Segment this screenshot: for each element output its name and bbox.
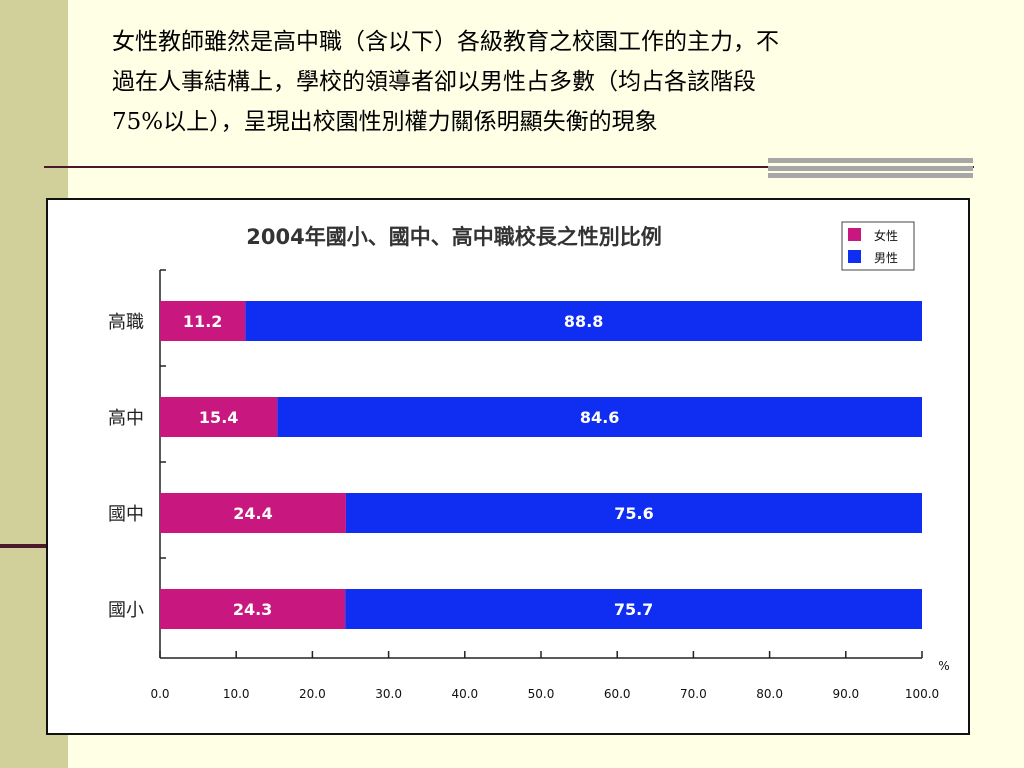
- bar-male-1: [277, 397, 922, 437]
- x-tick-label: 20.0: [299, 687, 326, 701]
- data-label: 84.6: [580, 408, 619, 427]
- chart-title: 2004年國小、國中、高中職校長之性別比例: [246, 225, 661, 249]
- bar-female-1: [160, 397, 278, 437]
- data-label: 11.2: [183, 312, 222, 331]
- chart-frame: 2004年國小、國中、高中職校長之性別比例 女性男性 0.0 10.0 20.0 30…: [46, 198, 970, 735]
- data-label: 24.3: [233, 600, 272, 619]
- x-tick-label: 70.0: [680, 687, 707, 701]
- legend-swatch: [848, 228, 861, 241]
- bar-female-3: [160, 589, 346, 629]
- x-tick-label: 50.0: [528, 687, 555, 701]
- data-label: 15.4: [199, 408, 238, 427]
- title-divider-accent: [768, 158, 973, 178]
- bar-female-0: [160, 301, 246, 341]
- sidebar-accent-mark: [0, 544, 46, 548]
- title-divider: [44, 166, 974, 168]
- data-label: 88.8: [564, 312, 603, 331]
- legend-label: 男性: [874, 251, 898, 265]
- x-tick-label: 100.0: [905, 687, 939, 701]
- x-axis-unit: %: [938, 659, 949, 673]
- slide-title: 女性教師雖然是高中職（含以下）各級教育之校園工作的主力，不 過在人事結構上，學校…: [112, 29, 779, 135]
- legend-swatch: [848, 250, 861, 263]
- x-tick-label: 60.0: [604, 687, 631, 701]
- data-label: 75.7: [614, 600, 653, 619]
- bar-male-3: [345, 589, 922, 629]
- x-tick-label: 0.0: [150, 687, 169, 701]
- category-label: 國中: [108, 504, 144, 525]
- x-tick-label: 40.0: [451, 687, 478, 701]
- category-label: 高職: [108, 312, 144, 333]
- chart-axes: 0.0 10.0 20.0 30.0 40.0 50.0 60.0 70.0 80.0 90.0 1…: [108, 269, 950, 701]
- x-tick-label: 90.0: [832, 687, 859, 701]
- data-label: 24.4: [233, 504, 272, 523]
- category-label: 國小: [108, 600, 144, 621]
- chart-bars: 11.2 88.8 15.4 84.6 24.4 75.6 24.3 75.7: [160, 301, 923, 629]
- bar-female-2: [160, 493, 346, 533]
- x-tick-label: 10.0: [223, 687, 250, 701]
- data-label: 75.6: [614, 504, 653, 523]
- legend-label: 女性: [874, 228, 898, 243]
- bar-male-0: [245, 301, 922, 341]
- bar-male-2: [345, 493, 923, 533]
- x-tick-label: 30.0: [375, 687, 402, 701]
- category-label: 高中: [108, 408, 144, 429]
- x-tick-label: 80.0: [756, 687, 783, 701]
